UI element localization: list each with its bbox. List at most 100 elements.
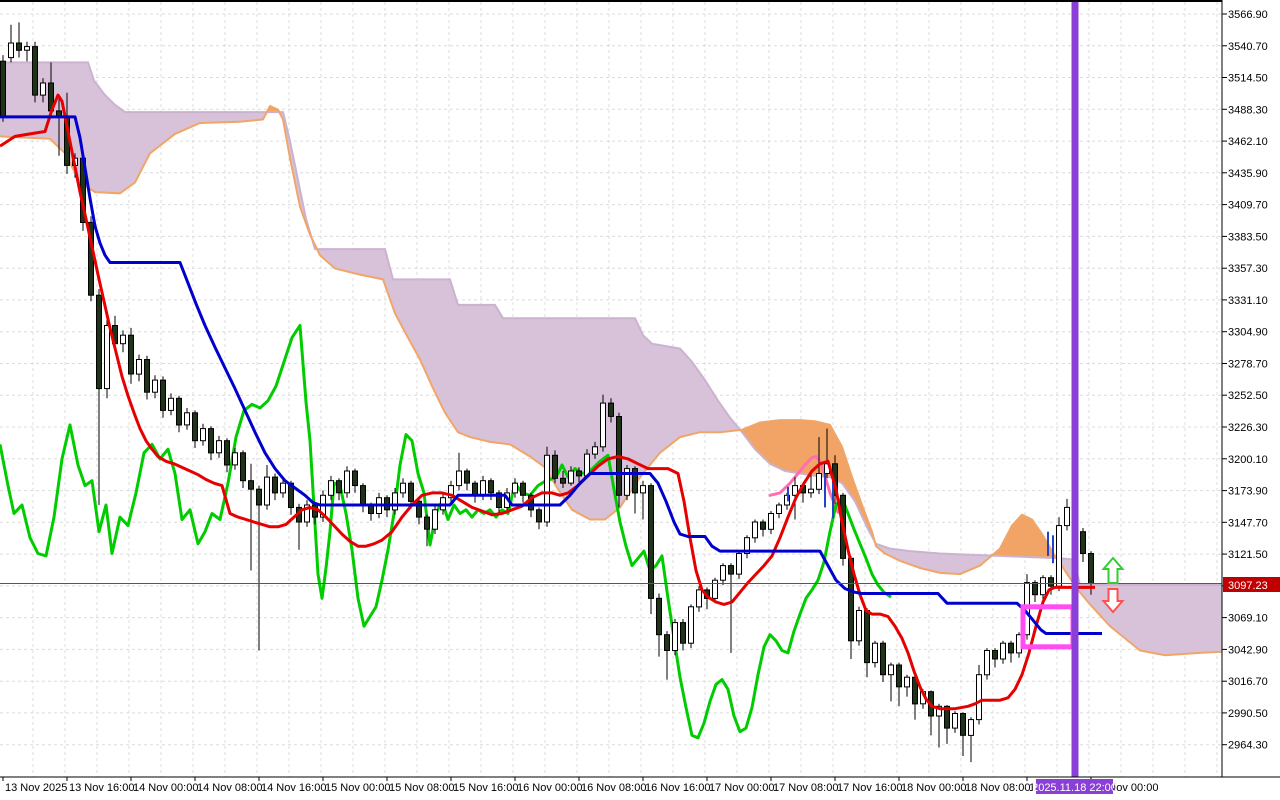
price-label: 3540.70 [1228, 41, 1268, 53]
pink-highlight-arc[interactable] [768, 454, 840, 514]
kumo-bearish-region [318, 249, 740, 520]
candle [1080, 528, 1086, 562]
price-label: 3488.30 [1228, 104, 1268, 116]
candle [776, 502, 782, 519]
candle [544, 446, 550, 527]
candle [936, 703, 942, 748]
candle [120, 330, 126, 353]
candle [728, 563, 734, 653]
candle [176, 395, 182, 433]
price-label: 3383.50 [1228, 231, 1268, 243]
vline-time-tag-text: 2025.11.18 22:00 [1032, 782, 1117, 794]
candle [128, 327, 134, 384]
candle [664, 631, 670, 680]
candle [616, 412, 622, 508]
candle [144, 355, 150, 400]
candle [192, 410, 198, 448]
price-label: 3121.50 [1228, 549, 1268, 561]
candle [752, 519, 758, 543]
kumo-bullish-region [742, 420, 874, 541]
time-label: 15 Nov 08:00 [389, 782, 454, 794]
candle [624, 465, 630, 501]
kumo-bullish-region [992, 514, 1056, 559]
price-label: 3252.50 [1228, 390, 1268, 402]
candle [432, 505, 438, 535]
candle [696, 586, 702, 612]
candle [648, 483, 654, 615]
candle [880, 640, 886, 682]
candle [104, 319, 110, 399]
candle [520, 480, 526, 503]
senkou-span-a-line [0, 104, 1223, 657]
candle [152, 375, 158, 399]
candle [536, 507, 542, 530]
kijun-sen-line [0, 115, 1102, 635]
candle [576, 467, 582, 482]
candle [736, 551, 742, 579]
candle [160, 376, 166, 418]
price-label: 3069.10 [1228, 613, 1268, 625]
candle [720, 563, 726, 585]
candle [976, 665, 982, 725]
candle [304, 500, 310, 527]
time-label: 15 Nov 00:00 [325, 782, 390, 794]
candle [256, 485, 262, 651]
candle [608, 398, 614, 423]
candle [336, 478, 342, 501]
time-label: 16 Nov 16:00 [645, 782, 710, 794]
candle [96, 289, 102, 505]
candle [272, 473, 278, 501]
time-label: 15 Nov 16:00 [453, 782, 518, 794]
candle [448, 480, 454, 503]
price-label: 3331.10 [1228, 295, 1268, 307]
time-label: 17 Nov 16:00 [837, 782, 902, 794]
candle [1008, 640, 1014, 663]
candle [992, 648, 998, 668]
candle [888, 662, 894, 702]
candle [352, 468, 358, 493]
candle [984, 648, 990, 680]
time-label: 14 Nov 08:00 [197, 782, 262, 794]
buy-arrow-icon[interactable] [1101, 556, 1125, 584]
candle [328, 475, 334, 501]
candle [344, 466, 350, 498]
candle [184, 408, 190, 430]
candle [904, 674, 910, 697]
candle [400, 478, 406, 498]
vertical-time-line[interactable] [1071, 0, 1079, 777]
price-axis-labels: 3566.90 3540.70 3514.50 3488.30 3462.10 3435.… [1222, 9, 1268, 752]
sell-arrow-icon[interactable] [1101, 588, 1125, 614]
candle [600, 394, 606, 452]
chikou-span-line [0, 324, 892, 740]
price-label: 2990.50 [1228, 708, 1268, 720]
time-label: 17 Nov 08:00 [773, 782, 838, 794]
candle [808, 471, 814, 498]
current-price-tag-text: 3097.23 [1228, 580, 1268, 592]
candle [464, 468, 470, 491]
kumo-bullish-region [268, 106, 278, 113]
candle [248, 463, 254, 571]
price-label: 3200.10 [1228, 454, 1268, 466]
candle [16, 22, 22, 58]
time-label: 14 Nov 00:00 [133, 782, 198, 794]
candle [712, 577, 718, 604]
tenkan-sen-line [0, 93, 1095, 711]
candle [640, 480, 646, 520]
price-label: 3435.90 [1228, 168, 1268, 180]
price-label: 3147.70 [1228, 517, 1268, 529]
price-label: 3173.90 [1228, 486, 1268, 498]
kumo-bearish-region [1058, 558, 1222, 656]
candle [1000, 640, 1006, 664]
price-label: 3514.50 [1228, 73, 1268, 85]
price-label: 3016.70 [1228, 676, 1268, 688]
candle [200, 423, 206, 446]
vline-time-tag [1036, 779, 1113, 794]
candle [232, 448, 238, 470]
price-label: 3278.70 [1228, 359, 1268, 371]
candle [952, 711, 958, 733]
candle [896, 662, 902, 707]
price-label: 3462.10 [1228, 136, 1268, 148]
candle [1048, 575, 1054, 595]
candle [656, 593, 662, 657]
